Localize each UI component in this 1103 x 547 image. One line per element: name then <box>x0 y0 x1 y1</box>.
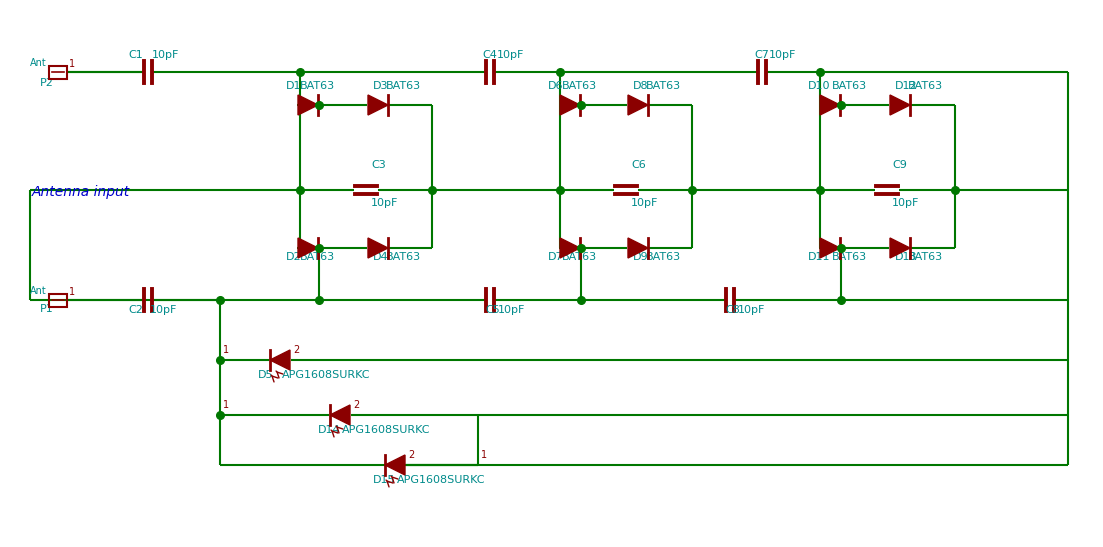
Text: APG1608SURKC: APG1608SURKC <box>397 475 485 485</box>
Text: C1: C1 <box>128 50 142 60</box>
Polygon shape <box>385 455 405 475</box>
Text: Ant: Ant <box>30 58 46 68</box>
Text: BAT63: BAT63 <box>563 81 597 91</box>
Text: C2: C2 <box>128 305 143 315</box>
Polygon shape <box>368 95 388 115</box>
Text: BAT63: BAT63 <box>646 252 682 262</box>
Text: D10: D10 <box>808 81 831 91</box>
Text: D7: D7 <box>548 252 564 262</box>
Text: C6: C6 <box>631 160 645 170</box>
Polygon shape <box>298 238 318 258</box>
Polygon shape <box>560 95 580 115</box>
Text: 1: 1 <box>223 400 229 410</box>
Text: 10pF: 10pF <box>497 50 524 60</box>
Text: D15: D15 <box>373 475 396 485</box>
Text: C5: C5 <box>485 305 500 315</box>
Text: 1: 1 <box>69 59 75 69</box>
Text: C4: C4 <box>482 50 496 60</box>
Text: Ant: Ant <box>30 286 46 296</box>
Text: C7: C7 <box>754 50 769 60</box>
Polygon shape <box>330 405 350 425</box>
Text: 10pF: 10pF <box>769 50 796 60</box>
Polygon shape <box>270 350 290 370</box>
Text: 10pF: 10pF <box>738 305 765 315</box>
Text: D12: D12 <box>895 81 918 91</box>
Text: APG1608SURKC: APG1608SURKC <box>342 425 430 435</box>
Text: 10pF: 10pF <box>371 198 398 208</box>
Text: D13: D13 <box>895 252 918 262</box>
Polygon shape <box>560 238 580 258</box>
Text: 2: 2 <box>293 345 299 355</box>
Text: 10pF: 10pF <box>150 305 178 315</box>
Polygon shape <box>890 95 910 115</box>
Text: C3: C3 <box>371 160 386 170</box>
Text: 2: 2 <box>408 450 415 460</box>
Text: Antenna input: Antenna input <box>32 185 130 199</box>
Text: BAT63: BAT63 <box>563 252 597 262</box>
Text: 1: 1 <box>223 345 229 355</box>
Text: D8: D8 <box>633 81 649 91</box>
Text: 1: 1 <box>69 287 75 297</box>
Text: 1: 1 <box>481 450 488 460</box>
Text: D14: D14 <box>318 425 341 435</box>
Text: C9: C9 <box>892 160 907 170</box>
Text: P2: P2 <box>40 78 54 88</box>
Text: D5: D5 <box>258 370 274 380</box>
Text: 2: 2 <box>353 400 360 410</box>
Text: D11: D11 <box>808 252 831 262</box>
Text: D6: D6 <box>548 81 564 91</box>
Text: P1: P1 <box>40 304 54 314</box>
Text: BAT63: BAT63 <box>646 81 682 91</box>
Text: D1: D1 <box>286 81 301 91</box>
Text: BAT63: BAT63 <box>300 252 335 262</box>
Text: D4: D4 <box>373 252 388 262</box>
Text: C8: C8 <box>725 305 740 315</box>
Polygon shape <box>890 238 910 258</box>
Bar <box>49 294 67 306</box>
Text: BAT63: BAT63 <box>386 252 421 262</box>
Text: BAT63: BAT63 <box>386 81 421 91</box>
Polygon shape <box>628 95 647 115</box>
Polygon shape <box>820 238 840 258</box>
Polygon shape <box>820 95 840 115</box>
Text: BAT63: BAT63 <box>908 81 943 91</box>
Text: 10pF: 10pF <box>892 198 920 208</box>
Text: 10pF: 10pF <box>152 50 180 60</box>
Text: BAT63: BAT63 <box>832 252 867 262</box>
Text: 10pF: 10pF <box>497 305 525 315</box>
Text: BAT63: BAT63 <box>832 81 867 91</box>
Text: BAT63: BAT63 <box>300 81 335 91</box>
Text: D3: D3 <box>373 81 388 91</box>
Text: BAT63: BAT63 <box>908 252 943 262</box>
Polygon shape <box>368 238 388 258</box>
Polygon shape <box>628 238 647 258</box>
Polygon shape <box>298 95 318 115</box>
Text: D2: D2 <box>286 252 301 262</box>
Text: APG1608SURKC: APG1608SURKC <box>282 370 371 380</box>
Bar <box>49 66 67 79</box>
Text: D9: D9 <box>633 252 649 262</box>
Text: 10pF: 10pF <box>631 198 658 208</box>
